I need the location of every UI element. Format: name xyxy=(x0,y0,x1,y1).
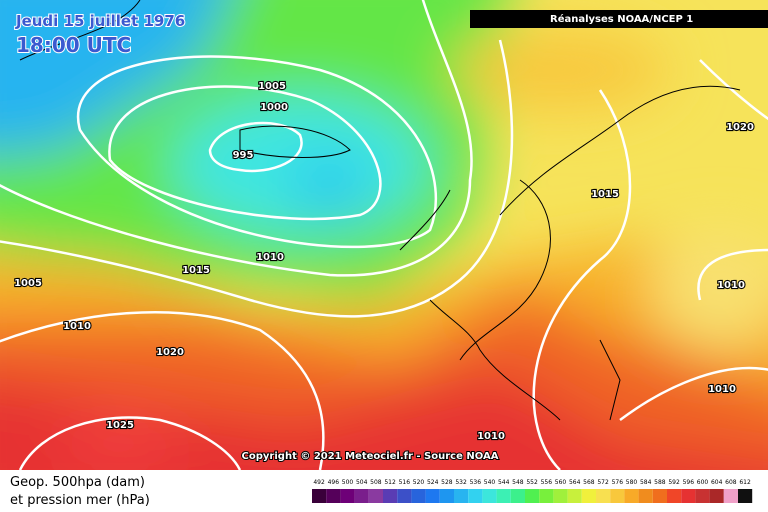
scale-label: 588 xyxy=(654,479,666,486)
color-swatch xyxy=(468,489,483,503)
scale-label: 580 xyxy=(626,479,638,486)
color-swatch xyxy=(553,489,568,503)
copyright: Copyright © 2021 Meteociel.fr - Source N… xyxy=(242,451,499,462)
color-swatch xyxy=(383,489,398,503)
color-swatch xyxy=(340,489,355,503)
color-swatch xyxy=(439,489,454,503)
isobar-label: 1015 xyxy=(182,265,210,276)
scale-label: 604 xyxy=(711,479,723,486)
isobar-label: 1010 xyxy=(477,431,505,442)
color-swatch xyxy=(610,489,625,503)
isobars xyxy=(0,0,768,470)
time: 18:00 UTC xyxy=(16,33,131,57)
scale-label: 596 xyxy=(683,479,695,486)
isobar-label: 995 xyxy=(233,150,254,161)
isobar-label: 1005 xyxy=(258,81,286,92)
scale-label: 540 xyxy=(484,479,496,486)
scale-label: 504 xyxy=(356,479,368,486)
source-text: Réanalyses NOAA/NCEP 1 xyxy=(550,13,693,25)
isobar-label: 1010 xyxy=(717,280,745,291)
scale-label: 500 xyxy=(342,479,354,486)
color-swatch xyxy=(709,489,724,503)
isobar-label: 1025 xyxy=(106,420,134,431)
color-swatch xyxy=(638,489,653,503)
scale-label: 496 xyxy=(328,479,340,486)
scale-label: 572 xyxy=(597,479,609,486)
color-swatch xyxy=(624,489,639,503)
color-swatch xyxy=(596,489,611,503)
scale-label: 532 xyxy=(455,479,467,486)
legend-line: et pression mer (hPa) xyxy=(10,493,150,508)
color-swatch xyxy=(368,489,383,503)
date: Jeudi 15 juillet 1976 xyxy=(15,12,185,30)
scale-label: 612 xyxy=(739,479,751,486)
scale-label: 528 xyxy=(441,479,453,486)
color-swatch xyxy=(581,489,596,503)
color-swatch xyxy=(482,489,497,503)
scale-label: 512 xyxy=(384,479,396,486)
color-swatch xyxy=(411,489,426,503)
color-swatch xyxy=(539,489,554,503)
isobar-label: 1010 xyxy=(256,252,284,263)
isobar-label: 1015 xyxy=(591,189,619,200)
scale-label: 608 xyxy=(725,479,737,486)
scale-label: 508 xyxy=(370,479,382,486)
isobar-label: 1005 xyxy=(14,278,42,289)
color-swatch xyxy=(525,489,540,503)
color-swatch xyxy=(510,489,525,503)
color-swatch xyxy=(723,489,738,503)
color-swatch xyxy=(454,489,469,503)
isobar-label: 1020 xyxy=(726,122,754,133)
isobar-label: 1000 xyxy=(260,102,288,113)
color-swatch xyxy=(425,489,440,503)
color-swatch xyxy=(496,489,511,503)
scale-label: 564 xyxy=(569,479,581,486)
isobar-label: 1020 xyxy=(156,347,184,358)
isobar-label: 1010 xyxy=(63,321,91,332)
color-swatch xyxy=(312,489,327,503)
scale-label: 600 xyxy=(697,479,709,486)
color-swatch xyxy=(652,489,667,503)
color-swatch xyxy=(695,489,710,503)
scale-label: 560 xyxy=(555,479,567,486)
coastlines xyxy=(19,0,741,421)
scale-label: 544 xyxy=(498,479,510,486)
isobar-label: 1010 xyxy=(708,384,736,395)
scale-label: 552 xyxy=(526,479,538,486)
color-swatch xyxy=(326,489,341,503)
color-swatch xyxy=(354,489,369,503)
scale-label: 556 xyxy=(541,479,553,486)
scale-label: 492 xyxy=(313,479,325,486)
scale-label: 524 xyxy=(427,479,439,486)
legend-line: Geop. 500hpa (dam) xyxy=(10,475,145,490)
source-box xyxy=(470,10,768,28)
scale-label: 516 xyxy=(399,479,411,486)
scale-label: 536 xyxy=(470,479,482,486)
color-swatch xyxy=(681,489,696,503)
scale-label: 520 xyxy=(413,479,425,486)
color-swatch xyxy=(567,489,582,503)
color-swatch xyxy=(738,489,753,503)
color-swatch xyxy=(397,489,412,503)
color-swatch xyxy=(667,489,682,503)
scale-label: 568 xyxy=(583,479,595,486)
scale-label: 592 xyxy=(668,479,680,486)
scale-label: 548 xyxy=(512,479,524,486)
scale-label: 576 xyxy=(612,479,624,486)
scale-label: 584 xyxy=(640,479,652,486)
